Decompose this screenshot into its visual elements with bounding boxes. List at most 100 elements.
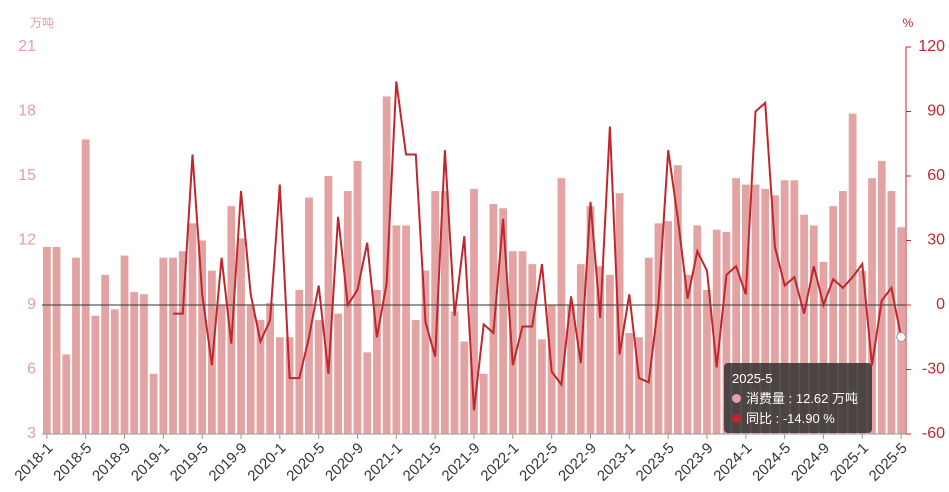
bar [402,225,410,434]
bar [829,206,838,434]
bar [81,139,90,434]
bar [246,305,255,434]
bar [217,305,226,434]
bar [198,240,207,434]
bar [615,193,624,434]
x-tick-label: 2022-1 [477,440,522,485]
bar [897,227,906,434]
x-tick-label: 2019-9 [206,440,251,485]
bar [839,191,847,434]
bar [275,337,284,434]
bar [703,289,711,434]
tooltip-row: 消费量 : 12.62 万吨 [732,389,864,409]
bar [625,332,634,434]
tooltip-text: 同比 : -14.90 % [746,411,835,426]
x-tick-label: 2023-1 [594,440,639,485]
tooltip-text: 消费量 : 12.62 万吨 [746,391,858,406]
x-tick-label: 2018-9 [89,440,134,485]
bar [62,354,71,434]
bar [809,225,818,434]
bar [693,225,702,434]
y2-tick-label: -60 [922,425,945,442]
bar [169,257,177,434]
bar [353,160,362,434]
x-tick-label: 2023-5 [633,440,678,485]
bar [285,337,294,434]
x-tick-label: 2021-9 [439,440,484,485]
bar [567,305,575,434]
x-tick-label: 2023-9 [672,440,717,485]
bar [392,225,401,434]
bar [266,302,275,434]
bar [489,203,498,434]
bar [596,266,605,434]
y2-tick-label: 120 [918,38,945,55]
bar [712,229,721,434]
bar [334,313,342,434]
bar [751,184,760,434]
bar [508,251,517,434]
bar [343,191,352,434]
bar [722,231,731,434]
x-tick-label: 2022-5 [516,440,561,485]
y-tick-label: 9 [27,296,36,313]
bar [887,191,896,434]
bar [149,373,158,434]
bar [683,274,692,434]
hover-point [896,332,907,343]
x-tick-label: 2021-5 [400,440,445,485]
tooltip-swatch [732,414,741,423]
bar [644,257,653,434]
bar [363,352,372,434]
x-tick-label: 2020-5 [283,440,328,485]
bar [440,191,449,434]
bar [790,180,799,434]
bar [110,309,119,434]
x-tick-label: 2020-9 [322,440,367,485]
bar [188,223,197,434]
bar [120,255,129,434]
bar [295,289,304,434]
bar [858,270,867,434]
x-tick-label: 2021-1 [361,440,406,485]
bar [499,208,508,434]
bar [538,339,546,434]
tooltip-swatch [732,394,741,403]
x-tick-label: 2024-1 [710,440,755,485]
bar [52,246,61,434]
bar [606,274,614,434]
bar [460,341,469,434]
bar [664,221,673,434]
bar [761,188,770,434]
y-axis-unit: 万吨 [30,16,54,30]
bar [208,270,216,434]
bar [237,238,245,434]
tooltip: 2025-5 消费量 : 12.62 万吨 同比 : -14.90 % [724,363,872,433]
bar [42,246,51,434]
tooltip-title: 2025-5 [732,371,773,386]
x-tick-label: 2018-5 [50,440,95,485]
bar [557,178,566,434]
x-tick-label: 2024-5 [749,440,794,485]
x-tick-label: 2020-1 [244,440,289,485]
y-tick-label: 3 [27,425,36,442]
y-tick-label: 21 [18,38,36,55]
bar [130,292,139,434]
bar [431,191,440,434]
y-tick-label: 12 [18,232,36,249]
bar [819,262,828,434]
x-tick-label: 2022-9 [555,440,600,485]
x-tick-label: 2025-5 [866,440,911,485]
y-tick-label: 15 [18,167,36,184]
bar [305,197,313,434]
bar [450,311,459,434]
line [173,81,903,411]
bar [479,373,488,434]
bar [101,274,109,434]
bar [528,264,537,434]
bar [314,320,323,434]
y2-tick-label: 30 [927,232,945,249]
bar [877,160,886,434]
